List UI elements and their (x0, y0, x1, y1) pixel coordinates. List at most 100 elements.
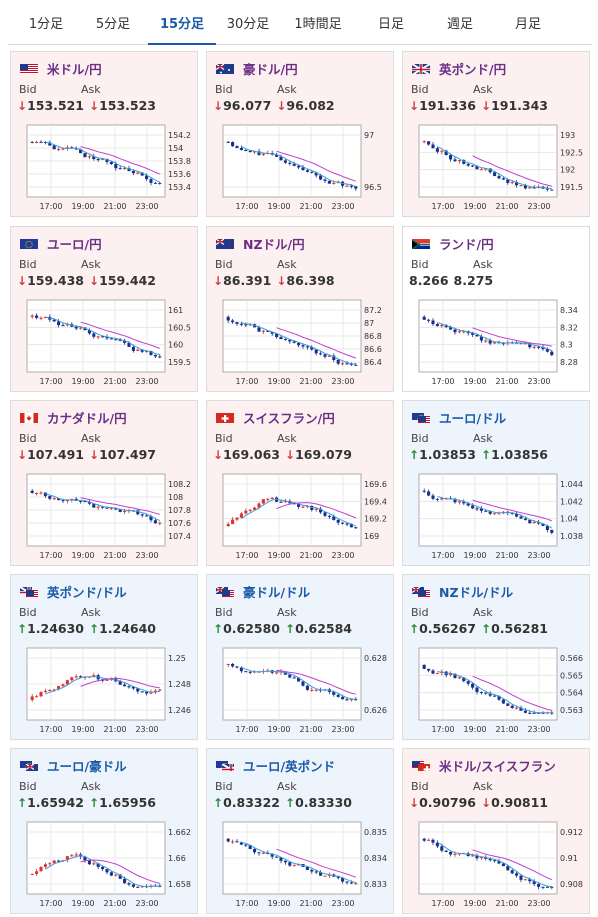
up-arrow-icon: ↑ (89, 622, 100, 636)
currency-pair-title[interactable]: スイスフラン/円 (216, 408, 335, 426)
tab-1時間足[interactable]: 1時間足 (294, 17, 342, 32)
long-moving-average-line (276, 669, 356, 695)
candle-body (239, 148, 243, 151)
currency-pair-title[interactable]: 米ドル/円 (20, 59, 102, 77)
ask-label: Ask (81, 780, 101, 793)
currency-pair-label[interactable]: スイスフラン/円 (243, 410, 335, 426)
rate-card[interactable]: ユーロ/円 Bid Ask ↓159.438 ↓159.442 17:00 19:00 21:… (10, 226, 198, 392)
y-tick-label: 8.32 (560, 323, 578, 332)
candle-body (96, 336, 100, 338)
currency-pair-label[interactable]: ユーロ/豪ドル (47, 758, 127, 774)
candle-body (65, 324, 69, 326)
currency-pair-title[interactable]: カナダドル/円 (20, 408, 127, 426)
candle-body (136, 886, 140, 888)
candle-body (427, 668, 431, 671)
down-arrow-icon: ↓ (276, 99, 287, 113)
currency-pair-label[interactable]: 豪ドル/円 (243, 61, 298, 77)
currency-pair-label[interactable]: ユーロ/英ポンド (243, 758, 336, 774)
tab-5分足[interactable]: 5分足 (95, 17, 131, 32)
candle-body (65, 147, 69, 149)
candle-body (501, 511, 505, 513)
rate-card[interactable]: NZドル/ドル Bid Ask ↑0.56267 ↑0.56281 17:00 19:00 2… (402, 574, 590, 740)
down-arrow-icon: ↓ (481, 796, 492, 810)
tab-週足[interactable]: 週足 (446, 17, 473, 32)
candle-body (336, 694, 340, 697)
candle-body (92, 156, 96, 160)
tab-15分足[interactable]: 15分足 (148, 6, 216, 45)
currency-pair-title[interactable]: ユーロ/円 (20, 234, 102, 252)
currency-pair-label[interactable]: 豪ドル/ドル (243, 584, 311, 600)
ask-value: 153.523 (99, 98, 156, 113)
currency-pair-title[interactable]: ユーロ/ドル (412, 408, 506, 426)
currency-pair-label[interactable]: 米ドル/円 (47, 61, 102, 77)
rate-card[interactable]: NZドル/円 Bid Ask ↓86.391 ↓86.398 17:00 19:00 21:0… (206, 226, 394, 392)
currency-pair-title[interactable]: ユーロ/英ポンド (216, 756, 335, 774)
currency-pair-label[interactable]: カナダドル/円 (47, 410, 127, 426)
x-tick-label: 21:00 (103, 551, 126, 560)
candle-body (462, 501, 466, 504)
x-tick-label: 21:00 (103, 725, 126, 734)
candle-body (292, 865, 296, 867)
currency-pair-title[interactable]: NZドル/ドル (412, 582, 513, 600)
rate-card[interactable]: 豪ドル/ドル Bid Ask ↑0.62580 ↑0.62584 17:00 19:00 21… (206, 574, 394, 740)
long-moving-average-line (80, 321, 160, 349)
y-tick-label: 0.833 (364, 880, 387, 889)
candle-body (349, 523, 353, 528)
candle-body (292, 163, 296, 166)
currency-pair-label[interactable]: ユーロ/円 (47, 236, 102, 252)
rate-card[interactable]: 米ドル/円 Bid Ask ↓153.521 ↓153.523 17:00 19:00 21:… (10, 51, 198, 217)
rate-card[interactable]: 英ポンド/ドル Bid Ask ↑1.24630 ↑1.24640 17:00 19:00 2… (10, 574, 198, 740)
candle-body (61, 148, 65, 150)
currency-pair-title[interactable]: ユーロ/豪ドル (20, 756, 127, 774)
x-tick-label: 23:00 (527, 551, 550, 560)
currency-pair-label[interactable]: ユーロ/ドル (439, 410, 507, 426)
y-tick-label: 86.4 (364, 358, 382, 367)
tab-月足[interactable]: 月足 (514, 17, 541, 32)
currency-pair-title[interactable]: 英ポンド/円 (412, 59, 506, 77)
candlestick-chart: 17:00 19:00 21:00 23:00 87.2 87 86.8 86.6 86.4 (222, 299, 382, 386)
currency-pair-title[interactable]: 米ドル/スイスフラン (412, 756, 556, 774)
candle-body (354, 186, 358, 189)
currency-pair-label[interactable]: ランド/円 (439, 236, 494, 252)
rate-card[interactable]: スイスフラン/円 Bid Ask ↓169.063 ↓169.079 17:00 19:00… (206, 400, 394, 566)
currency-pair-title[interactable]: 英ポンド/ドル (20, 582, 127, 600)
candle-body (140, 172, 144, 176)
rate-card[interactable]: ユーロ/英ポンド Bid Ask ↑0.83322 ↑0.83330 17:00 19:00… (206, 748, 394, 914)
rate-card[interactable]: ランド/円 Bid Ask 8.266 8.275 17:00 19:00 21:00 23:0… (402, 226, 590, 392)
currency-pair-title[interactable]: NZドル/円 (216, 234, 305, 252)
tab-30分足[interactable]: 30分足 (226, 17, 270, 32)
candle-body (349, 882, 353, 884)
currency-pair-title[interactable]: 豪ドル/ドル (216, 582, 310, 600)
ask-value: 1.65956 (99, 795, 156, 810)
currency-pair-title[interactable]: 豪ドル/円 (216, 59, 298, 77)
candle-body (532, 881, 536, 885)
rate-card[interactable]: ユーロ/豪ドル Bid Ask ↑1.65942 ↑1.65956 17:00 19:00 2… (10, 748, 198, 914)
candle-body (30, 873, 34, 875)
currency-pair-title[interactable]: ランド/円 (412, 234, 494, 252)
down-arrow-icon: ↓ (213, 99, 224, 113)
currency-pair-label[interactable]: 英ポンド/ドル (47, 584, 127, 600)
candle-body (484, 510, 488, 512)
currency-pair-label[interactable]: 英ポンド/円 (439, 61, 507, 77)
up-arrow-icon: ↑ (285, 796, 296, 810)
rate-card[interactable]: ユーロ/ドル Bid Ask ↑1.03853 ↑1.03856 17:00 19:00 21… (402, 400, 590, 566)
y-tick-label: 86.8 (364, 332, 382, 341)
rate-card[interactable]: 英ポンド/円 Bid Ask ↓191.336 ↓191.343 17:00 19:00 21… (402, 51, 590, 217)
candle-body (270, 497, 274, 499)
x-tick-label: 21:00 (299, 899, 322, 908)
bid-label: Bid (215, 780, 233, 793)
currency-pair-label[interactable]: NZドル/円 (243, 236, 305, 252)
rate-card[interactable]: 米ドル/スイスフラン Bid Ask ↓0.90796 ↓0.90811 17:00 19:… (402, 748, 590, 914)
candle-body (301, 167, 305, 171)
candlestick-chart: 17:00 19:00 21:00 23:00 161 160.5 160 159.5 (26, 299, 191, 386)
currency-pair-label[interactable]: NZドル/ドル (439, 584, 514, 600)
rate-card[interactable]: カナダドル/円 Bid Ask ↓107.491 ↓107.497 17:00 19:00 2… (10, 400, 198, 566)
long-moving-average-line (472, 155, 552, 187)
candle-body (118, 874, 122, 879)
candle-body (327, 180, 331, 184)
rate-card[interactable]: 豪ドル/円 Bid Ask ↓96.077 ↓96.082 17:00 19:00 21:00… (206, 51, 394, 217)
candle-body (83, 856, 87, 861)
currency-pair-label[interactable]: 米ドル/スイスフラン (439, 758, 556, 774)
tab-日足[interactable]: 日足 (377, 17, 404, 32)
tab-1分足[interactable]: 1分足 (28, 17, 64, 32)
